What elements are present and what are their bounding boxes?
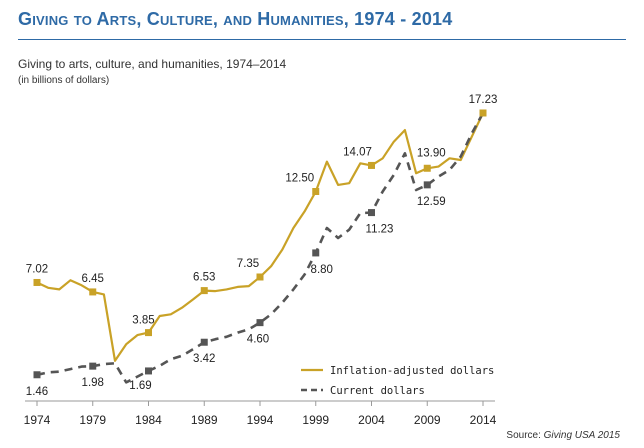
x-tick-label: 2004 [358,413,385,427]
x-tick-label: 1999 [302,413,329,427]
x-tick-label: 1974 [24,413,51,427]
data-label-current: 3.42 [193,353,215,365]
data-point-inflation [33,278,41,286]
data-label-inflation: 7.02 [26,263,48,275]
data-label-current: 4.60 [247,334,269,346]
data-label-inflation: 13.90 [417,147,446,159]
data-point-inflation [423,164,431,172]
data-point-current [89,362,97,370]
data-label-inflation: 17.23 [469,94,498,106]
data-point-current [423,181,431,189]
data-label-inflation: 12.50 [285,173,314,185]
x-tick-label: 1989 [191,413,218,427]
data-label-current: 8.80 [311,264,333,276]
data-point-inflation [256,273,264,281]
data-point-current [33,371,41,379]
data-label-current: 11.23 [366,224,394,236]
data-point-current [256,319,264,327]
title-divider [18,39,626,40]
source-name: Giving USA 2015 [544,430,621,441]
data-point-inflation [145,329,152,337]
data-point-inflation [200,287,208,295]
unit-note: (in billions of dollars) [18,75,109,86]
data-point-current [200,338,208,346]
data-label-current: 12.59 [417,196,446,208]
data-label-inflation: 7.35 [237,258,259,270]
data-point-inflation [479,109,487,117]
series-line-current [36,112,485,384]
data-point-inflation [312,188,320,195]
x-tick-label: 1979 [79,413,106,427]
data-point-inflation [89,288,97,296]
data-label-current: 1.69 [129,380,151,392]
data-point-current [368,209,375,217]
data-point-current [145,367,152,375]
data-label-inflation: 3.85 [132,315,154,327]
data-label-inflation: 6.45 [82,273,104,285]
data-label-current: 1.46 [26,386,48,398]
data-label-inflation: 14.07 [343,146,372,158]
data-point-inflation [368,161,375,169]
chart-subtitle: Giving to arts, culture, and humanities,… [18,57,286,71]
x-tick-label: 2014 [470,413,497,427]
data-label-inflation: 6.53 [193,272,215,284]
data-label-current: 1.98 [82,377,104,389]
source-prefix: Source: [506,430,543,441]
page-title: Giving to Arts, Culture, and Humanities,… [18,9,453,29]
source-note: Source: Giving USA 2015 [506,430,620,441]
x-tick-label: 2009 [414,413,441,427]
legend-label-inflation: Inflation-adjusted dollars [330,365,494,377]
data-point-current [312,249,320,257]
legend-label-current: Current dollars [330,385,425,397]
x-tick-label: 1984 [135,413,162,427]
x-tick-label: 1994 [247,413,274,427]
